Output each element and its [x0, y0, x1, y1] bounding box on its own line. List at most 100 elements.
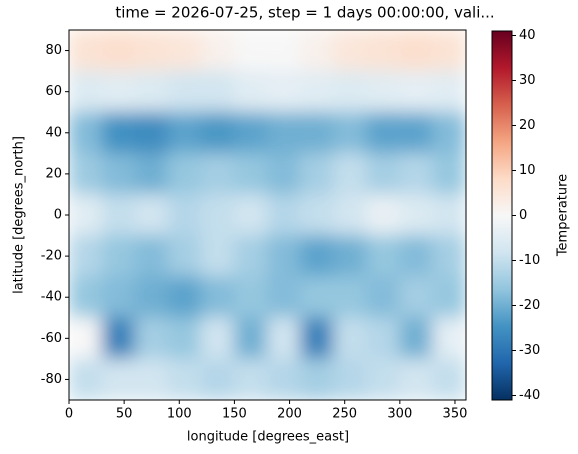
heatmap: [69, 30, 466, 400]
heatmap-cell: [200, 235, 235, 278]
heatmap-cell: [399, 111, 434, 154]
heatmap-cell: [300, 111, 335, 154]
heatmap-cell: [200, 358, 235, 400]
heatmap-cell: [432, 235, 466, 278]
heatmap-cell: [200, 152, 235, 195]
heatmap-cell: [267, 30, 302, 72]
x-tick-label: 150: [222, 407, 247, 422]
heatmap-cell: [101, 152, 136, 195]
x-tick-label: 0: [65, 407, 73, 422]
heatmap-cell: [134, 193, 169, 237]
y-tick-label: 60: [45, 84, 62, 99]
heatmap-cell: [366, 111, 401, 154]
y-tick-label: 40: [45, 125, 62, 140]
colorbar-tick-label: -40: [519, 388, 540, 403]
heatmap-cell: [366, 30, 401, 72]
heatmap-cell: [300, 358, 335, 400]
heatmap-cell: [167, 235, 202, 278]
heatmap-cell: [333, 276, 368, 319]
heatmap-cell: [167, 193, 202, 237]
heatmap-cell: [366, 235, 401, 278]
heatmap-cell: [366, 358, 401, 400]
y-tick-label: -80: [41, 372, 62, 387]
heatmap-cell: [101, 70, 136, 113]
heatmap-cell: [200, 193, 235, 237]
heatmap-cell: [399, 70, 434, 113]
heatmap-cell: [134, 70, 169, 113]
heatmap-cell: [233, 193, 268, 237]
heatmap-cell: [333, 152, 368, 195]
heatmap-cell: [233, 111, 268, 154]
heatmap-cell: [101, 111, 136, 154]
x-tick-label: 250: [332, 407, 357, 422]
colorbar-tick-label: 30: [519, 73, 536, 88]
heatmap-cell: [167, 70, 202, 113]
heatmap-cell: [101, 30, 136, 72]
heatmap-cell: [333, 30, 368, 72]
colorbar-label: Temperature: [556, 174, 571, 257]
heatmap-cell: [69, 30, 103, 72]
heatmap-cell: [200, 276, 235, 319]
heatmap-cell: [267, 317, 302, 360]
colorbar-tick-label: -30: [519, 343, 540, 358]
heatmap-cell: [267, 152, 302, 195]
colorbar-tick-label: -10: [519, 253, 540, 268]
heatmap-cell: [200, 70, 235, 113]
y-tick-label: -60: [41, 331, 62, 346]
heatmap-cell: [200, 111, 235, 154]
colorbar-tick-label: 40: [519, 28, 536, 43]
heatmap-cell: [366, 152, 401, 195]
heatmap-cell: [69, 152, 103, 195]
heatmap-cell: [167, 111, 202, 154]
heatmap-cell: [366, 70, 401, 113]
heatmap-cell: [101, 317, 136, 360]
heatmap-cell: [432, 70, 466, 113]
x-tick-label: 350: [443, 407, 468, 422]
x-tick-label: 300: [387, 407, 412, 422]
heatmap-cell: [432, 111, 466, 154]
heatmap-cell: [300, 30, 335, 72]
heatmap-cell: [267, 193, 302, 237]
heatmap-cell: [200, 30, 235, 72]
heatmap-cell: [69, 358, 103, 400]
heatmap-cell: [233, 152, 268, 195]
x-tick-label: 50: [116, 407, 133, 422]
heatmap-cell: [233, 317, 268, 360]
heatmap-cell: [134, 358, 169, 400]
x-axis-label: longitude [degrees_east]: [187, 430, 349, 445]
heatmap-cell: [333, 193, 368, 237]
heatmap-cell: [167, 358, 202, 400]
heatmap-cell: [399, 30, 434, 72]
heatmap-cell: [233, 235, 268, 278]
heatmap-cell: [134, 235, 169, 278]
heatmap-cell: [300, 235, 335, 278]
x-tick-label: 100: [167, 407, 192, 422]
colorbar-tick-label: -20: [519, 298, 540, 313]
heatmap-cell: [333, 70, 368, 113]
heatmap-cell: [233, 70, 268, 113]
heatmap-cell: [267, 235, 302, 278]
heatmap-cell: [101, 235, 136, 278]
x-tick-label: 200: [277, 407, 302, 422]
heatmap-cell: [399, 276, 434, 319]
chart-title: time = 2026-07-25, step = 1 days 00:00:0…: [115, 4, 494, 22]
heatmap-cell: [399, 193, 434, 237]
heatmap-cell: [69, 235, 103, 278]
heatmap-cell: [134, 152, 169, 195]
colorbar-tick-label: 10: [519, 163, 536, 178]
heatmap-cell: [267, 111, 302, 154]
heatmap-cell: [300, 152, 335, 195]
y-tick-label: -20: [41, 249, 62, 264]
heatmap-cell: [167, 30, 202, 72]
heatmap-cell: [399, 235, 434, 278]
heatmap-cell: [333, 235, 368, 278]
heatmap-cell: [69, 111, 103, 154]
heatmap-cell: [432, 152, 466, 195]
heatmap-cell: [69, 193, 103, 237]
heatmap-cell: [233, 358, 268, 400]
heatmap-cell: [200, 317, 235, 360]
heatmap-cell: [134, 30, 169, 72]
heatmap-cell: [267, 358, 302, 400]
heatmap-cell: [333, 317, 368, 360]
